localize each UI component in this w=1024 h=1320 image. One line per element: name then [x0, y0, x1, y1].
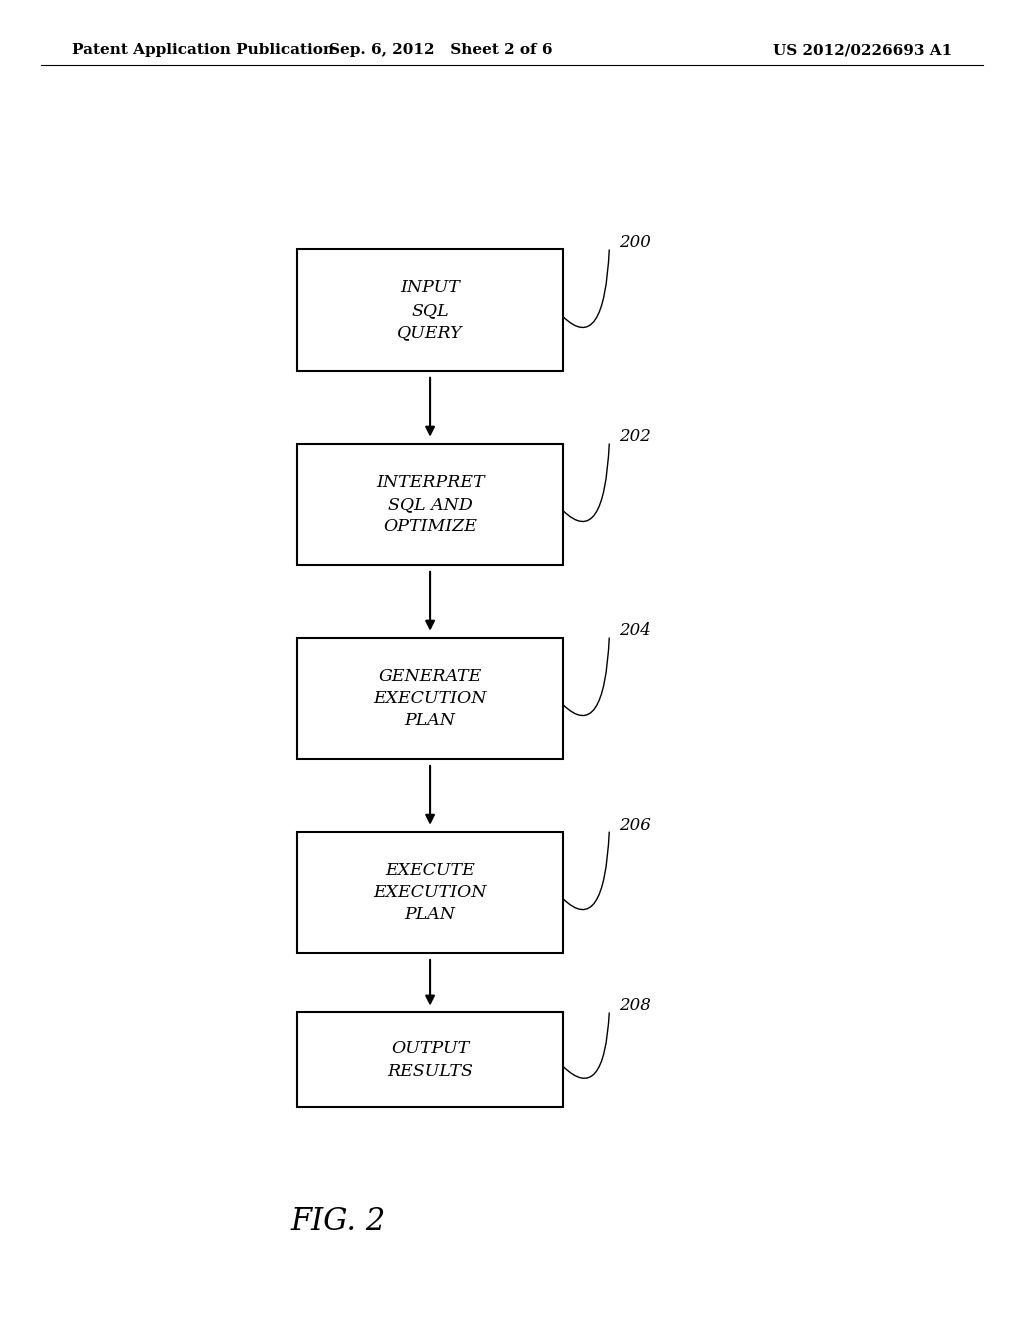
- Text: OUTPUT
RESULTS: OUTPUT RESULTS: [387, 1040, 473, 1080]
- Text: GENERATE
EXECUTION
PLAN: GENERATE EXECUTION PLAN: [374, 668, 486, 729]
- Bar: [297, 638, 563, 759]
- Text: 206: 206: [620, 817, 651, 833]
- Text: 202: 202: [620, 429, 651, 445]
- Text: 204: 204: [620, 623, 651, 639]
- Text: INTERPRET
SQL AND
OPTIMIZE: INTERPRET SQL AND OPTIMIZE: [376, 474, 484, 535]
- Text: INPUT
SQL
QUERY: INPUT SQL QUERY: [397, 280, 463, 341]
- Bar: [297, 444, 563, 565]
- Text: 200: 200: [620, 235, 651, 251]
- Text: FIG. 2: FIG. 2: [290, 1205, 386, 1237]
- Text: Sep. 6, 2012   Sheet 2 of 6: Sep. 6, 2012 Sheet 2 of 6: [329, 44, 552, 57]
- Text: 208: 208: [620, 998, 651, 1014]
- Text: US 2012/0226693 A1: US 2012/0226693 A1: [773, 44, 952, 57]
- Text: Patent Application Publication: Patent Application Publication: [72, 44, 334, 57]
- Text: EXECUTE
EXECUTION
PLAN: EXECUTE EXECUTION PLAN: [374, 862, 486, 923]
- Bar: [297, 249, 563, 371]
- Bar: [297, 832, 563, 953]
- Bar: [297, 1012, 563, 1107]
